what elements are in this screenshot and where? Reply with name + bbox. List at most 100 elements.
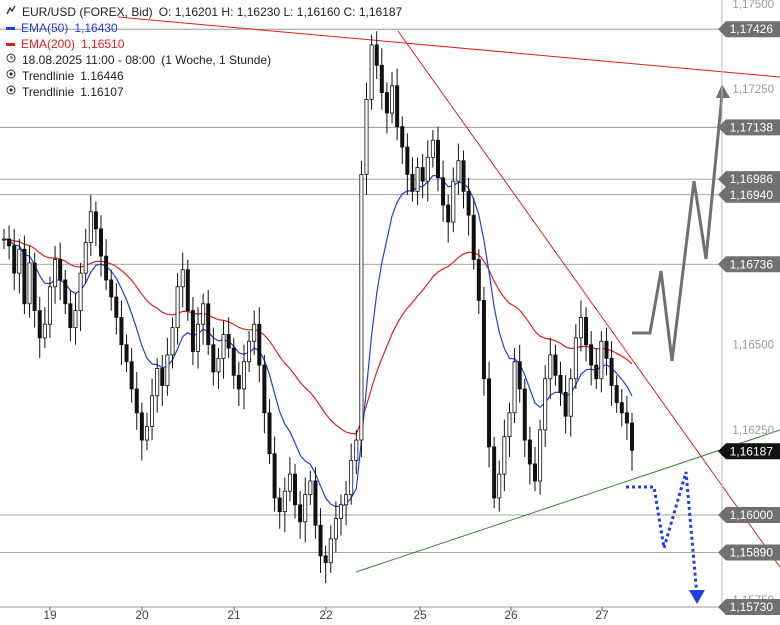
ema200-line [3,238,633,435]
candle [68,290,73,342]
candle [12,228,17,291]
x-tick-label: 22 [319,608,333,622]
legend-symbol-row: EUR/USD (FOREX, Bid) O: 1,16201 H: 1,162… [6,4,402,20]
x-tick-label: 21 [227,608,241,622]
candle [563,375,568,434]
candle [313,467,318,539]
candle [58,242,63,301]
candle [104,239,109,291]
price-tag-label: 1,16986 [730,172,774,186]
candle [7,225,12,260]
candle [614,375,619,413]
candle [144,412,149,451]
candle [374,31,379,79]
x-tick-label: 27 [595,608,609,622]
candle [338,494,343,536]
candle [175,273,180,345]
candle [349,443,354,505]
candle [211,327,216,386]
candle [190,296,195,366]
candle [93,201,98,246]
candle [22,235,27,315]
candle [619,388,624,427]
candle [318,508,323,573]
candle [216,348,221,389]
x-tick-label: 20 [135,608,149,622]
candle [405,133,410,195]
ema200-swatch [6,42,15,46]
ema50-label: EMA(50) [21,21,69,35]
y-tick-label: 1,17500 [732,0,774,11]
candle [538,419,543,495]
candle [206,290,211,355]
candle [435,126,440,192]
price-tag-label: 1,16736 [730,257,774,271]
trendline-2-label: Trendlinie [22,85,75,99]
candle [415,157,420,205]
clock-icon [6,52,16,68]
candle [32,252,37,328]
candle [609,341,614,406]
candle [502,419,507,492]
candle [441,160,446,223]
candle [277,487,282,529]
candle [379,48,384,110]
upper-resistance-line [117,16,780,78]
candle [604,327,609,376]
price-tag-label: 1,16940 [730,188,774,202]
candle [185,259,190,321]
candle [150,378,155,441]
candle [369,34,374,110]
candle [410,157,415,202]
x-tick-label: 19 [43,608,57,622]
ema200-label: EMA(200) [21,37,76,51]
current-price-tag: 1,16187 [718,443,780,460]
candle [42,307,47,349]
candle [47,276,52,338]
candle [257,307,262,383]
uptrend-line [355,429,780,573]
candle [594,348,599,389]
price-level-tag: 1,16986 [718,171,780,188]
legend-ema50-row: EMA(50) 1,16430 [6,20,402,36]
candle [73,293,78,345]
candle [476,249,481,315]
candle [287,457,292,502]
candle [630,412,635,471]
candle [139,402,144,461]
candle [512,348,517,424]
target-price-tag: 1,15730 [718,599,780,615]
candle [53,245,58,304]
candle [129,348,134,403]
candle [507,402,512,458]
price-tag-label: 1,16000 [730,508,774,522]
candle [2,228,7,250]
candle [344,480,349,526]
candle [430,130,435,168]
y-tick-label: 1,16500 [732,340,774,352]
candle [492,436,497,509]
price-tag-label: 1,15730 [730,600,774,614]
candle [282,477,287,533]
ema200-value: 1,16510 [81,37,125,51]
x-tick-label: 25 [413,608,427,622]
target-icon [6,84,16,100]
period-text: 18.08.2025 11:00 - 08:00 [22,53,156,67]
candle [395,68,400,141]
candle [425,140,430,202]
candle [221,320,226,379]
candle [303,477,308,543]
price-tag-label: 1,17138 [730,120,774,134]
price-level-tag: 1,16940 [718,186,780,203]
candle [267,399,272,464]
y-tick-label: 1,17250 [732,84,774,96]
candle [390,72,395,124]
candle [99,215,104,277]
ema50-value: 1,16430 [74,21,118,35]
candle [134,371,139,430]
legend-trendline-1-row: Trendlinie 1.16446 [6,68,402,84]
candle [328,525,333,573]
candle [466,177,471,236]
candle [247,331,252,372]
